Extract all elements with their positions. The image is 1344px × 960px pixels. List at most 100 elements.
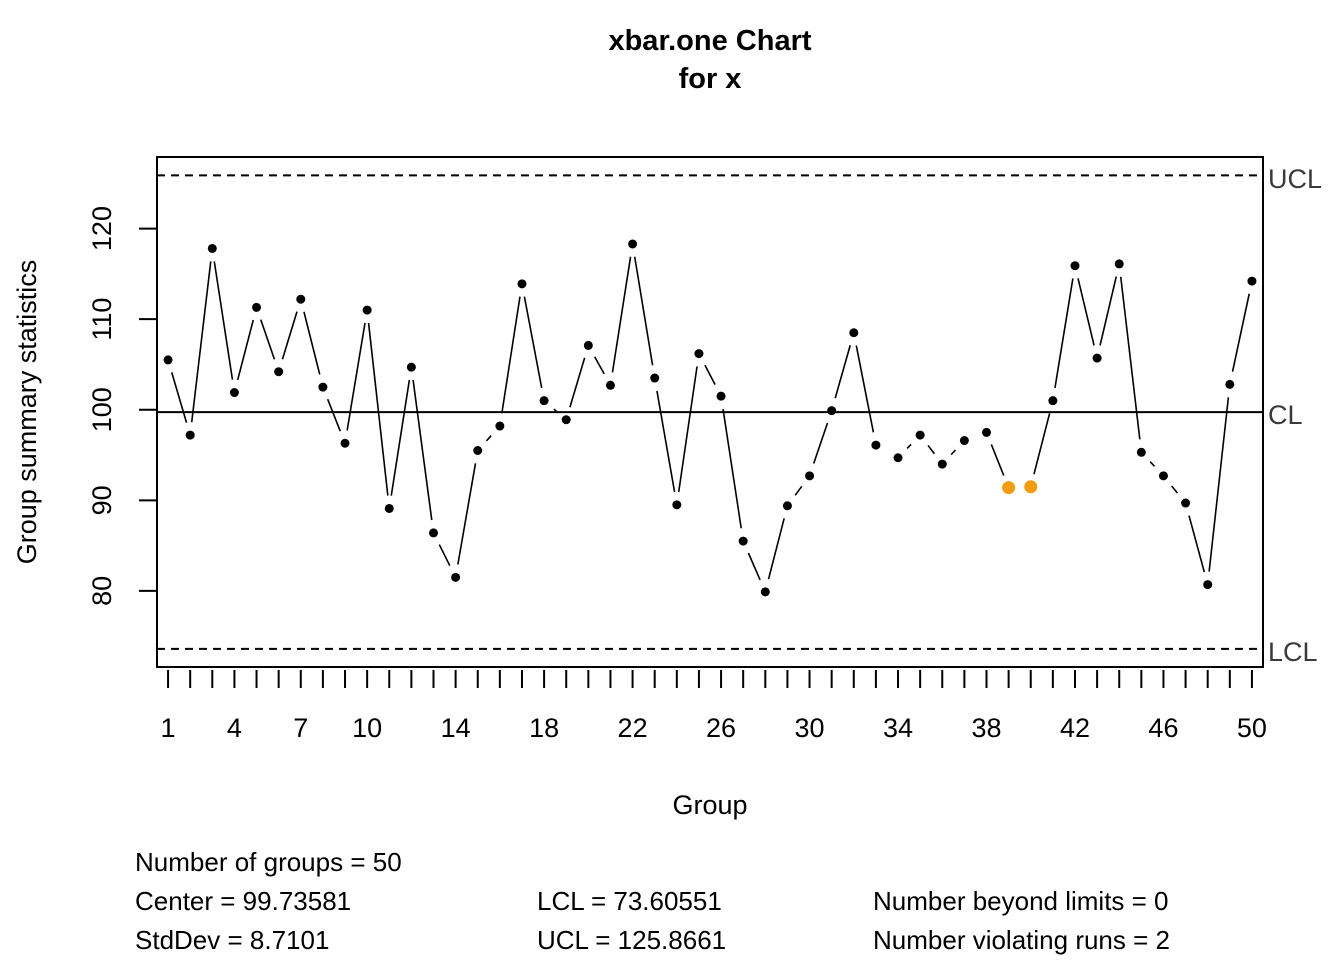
data-point [340, 438, 350, 448]
series-segment [722, 408, 743, 529]
x-axis-label: Group [672, 790, 747, 820]
data-point [871, 440, 881, 450]
lcl-label: LCL [1268, 637, 1318, 667]
data-point [694, 349, 704, 359]
stat-number-of-groups: Number of groups = 50 [135, 847, 402, 877]
stat-violating-runs: Number violating runs = 2 [873, 925, 1170, 955]
data-point [893, 453, 903, 463]
data-point [1114, 259, 1124, 269]
series-segment [438, 544, 451, 567]
series-segment [1208, 397, 1230, 572]
data-point [1181, 498, 1191, 508]
data-point [163, 355, 173, 365]
series-segment [950, 449, 957, 456]
data-point [760, 587, 770, 597]
series-segment [927, 444, 936, 455]
x-tick-label: 22 [618, 713, 648, 743]
y-axis-label: Group summary statistics [12, 260, 42, 565]
stat-ucl: UCL = 125.8661 [537, 925, 727, 955]
stat-stddev: StdDev = 8.7101 [135, 925, 330, 955]
series-segment [593, 356, 605, 375]
data-point [982, 427, 991, 437]
series-segment [260, 319, 276, 360]
x-axis: 1 4 7 10 14 18 22 26 30 34 38 42 46 50 [161, 670, 1267, 743]
data-point [915, 430, 925, 440]
series-segment [1171, 485, 1178, 494]
data-point [959, 436, 969, 446]
series-segment [1099, 276, 1118, 346]
x-tick-label: 42 [1060, 713, 1090, 743]
x-tick-label: 38 [971, 713, 1001, 743]
series-lines [170, 256, 1250, 581]
series-points [163, 239, 1257, 597]
y-tick-label: 100 [87, 387, 117, 432]
data-point [650, 373, 660, 383]
x-tick-label: 50 [1237, 713, 1267, 743]
series-segment [747, 552, 761, 581]
series-segment [990, 444, 1005, 476]
series-segment [1119, 276, 1141, 440]
x-tick-label: 10 [352, 713, 382, 743]
data-point [229, 388, 239, 398]
stats-group-3: Number beyond limits = 0 Number violatin… [873, 882, 1170, 960]
data-point [1092, 353, 1102, 363]
series-segment [633, 256, 654, 366]
data-point [849, 328, 859, 338]
data-point [605, 380, 615, 390]
series-segment [303, 311, 321, 375]
cl-label: CL [1268, 400, 1303, 430]
series-segment [656, 390, 676, 493]
series-segment [326, 398, 342, 432]
data-point [805, 471, 815, 481]
series-segment [190, 261, 212, 423]
data-point [937, 459, 947, 469]
series-segment [767, 518, 785, 580]
series-segment [553, 408, 557, 412]
series-segment [834, 345, 851, 399]
series-segment [855, 345, 875, 433]
series-segment [367, 322, 389, 496]
data-point [583, 340, 593, 350]
series-segment [704, 364, 716, 385]
limit-lines [157, 174, 1263, 650]
data-point [1048, 396, 1058, 406]
data-point [827, 406, 837, 416]
data-point [495, 421, 505, 431]
series-segment [501, 296, 521, 414]
series-segment [1149, 461, 1156, 467]
stats-group-1: Number of groups = 50 Center = 99.73581 … [135, 843, 402, 960]
series-segment [906, 443, 912, 450]
series-segment [1231, 293, 1250, 372]
data-point [1136, 447, 1146, 457]
data-point [406, 362, 416, 372]
series-segment [236, 319, 255, 381]
data-point [318, 382, 328, 392]
series-segment [213, 261, 234, 380]
data-point [1247, 276, 1257, 286]
series-segment [569, 357, 586, 408]
data-point [429, 528, 438, 538]
series-segment [412, 379, 433, 521]
data-point [473, 445, 483, 455]
series-segment [485, 435, 492, 442]
data-point [384, 503, 394, 513]
y-tick-label: 110 [87, 298, 117, 341]
series-segment [611, 256, 632, 373]
series-segment [812, 422, 829, 464]
data-point [1203, 580, 1213, 590]
series-segment [457, 463, 477, 565]
x-tick-label: 14 [441, 713, 471, 743]
series-segment [1077, 278, 1095, 346]
data-point [296, 294, 306, 304]
series-segment [1188, 515, 1206, 573]
stat-center: Center = 99.73581 [135, 886, 352, 916]
data-point [628, 239, 638, 249]
y-tick-label: 90 [87, 485, 117, 515]
data-point [185, 430, 195, 440]
data-point [274, 367, 284, 377]
ucl-label: UCL [1268, 164, 1322, 194]
stat-lcl: LCL = 73.60551 [537, 886, 722, 916]
data-point [782, 501, 792, 511]
data-point [517, 279, 527, 289]
